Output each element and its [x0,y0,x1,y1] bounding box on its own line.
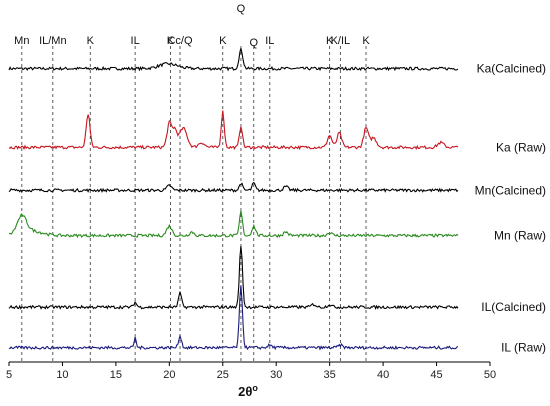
series-line [8,110,459,151]
x-axis: 5 10 15 20 25 30 35 40 45 50 [6,361,496,381]
x-tick-label: 40 [377,369,389,381]
x-tick-label: 25 [217,369,229,381]
x-tick-label: 20 [163,369,175,381]
peak-label: IL [131,35,140,47]
x-tick-label: 45 [430,369,442,381]
peak-label: IL [265,35,274,47]
series-line [8,245,459,310]
series-label: IL (Raw) [501,341,546,355]
series-label: Ka (Raw) [496,140,546,154]
peak-label: K [362,35,370,47]
series-line [8,181,459,193]
series-labels: Ka(Calcined) Ka (Raw) Mn(Calcined) Mn (Raw)… [475,62,546,355]
peak-labels: Mn IL/Mn K IL KCc/Q KQQ IL KK/IL K [14,3,370,49]
traces [8,48,459,351]
x-tick-label: 5 [6,369,12,381]
peak-label: K [87,35,95,47]
x-tick-label: 30 [270,369,282,381]
series-label: Ka(Calcined) [477,62,546,76]
peak-label: K [326,35,334,47]
x-axis-title: 2θo [238,383,258,399]
peak-label: K [219,35,227,47]
series-line [8,285,459,351]
x-tick-label: 50 [484,369,496,381]
series-label: Mn(Calcined) [475,183,546,197]
peak-label: Q [237,3,246,15]
peak-label: Q [249,37,258,49]
x-tick-label: 15 [110,369,122,381]
peak-label: Mn [14,35,29,47]
series-label: Mn (Raw) [494,229,546,243]
peak-label: K [167,35,175,47]
x-tick-label: 10 [56,369,68,381]
series-line [8,48,459,72]
peak-label: K/IL [331,35,351,47]
series-label: IL(Calcined) [481,300,546,314]
x-tick-label: 35 [324,369,336,381]
peak-label: Cc/Q [167,35,193,47]
reference-lines [21,46,367,362]
series-line [9,210,459,239]
peak-label: IL/Mn [39,35,67,47]
